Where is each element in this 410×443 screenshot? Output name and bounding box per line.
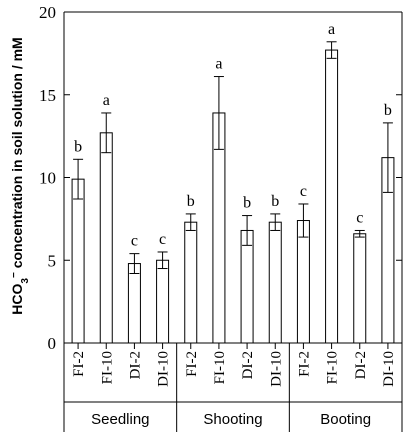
significance-letter: b bbox=[74, 138, 82, 155]
bar bbox=[296, 220, 310, 344]
x-tick-label: DI-2 bbox=[240, 351, 256, 379]
significance-letter: b bbox=[384, 102, 392, 119]
y-tick-label: 20 bbox=[39, 3, 56, 22]
x-tick-label: FI-2 bbox=[184, 351, 200, 377]
bar bbox=[353, 233, 367, 344]
bar bbox=[127, 263, 141, 344]
y-axis-label: HCO3− concentration in soil solution / m… bbox=[9, 37, 31, 314]
y-tick-label: 15 bbox=[39, 86, 56, 105]
bar bbox=[268, 221, 282, 344]
bar bbox=[156, 259, 170, 344]
y-tick-label: 10 bbox=[39, 169, 56, 188]
group-label: Booting bbox=[320, 411, 371, 428]
significance-letter: c bbox=[131, 233, 138, 250]
y-tick-label: 5 bbox=[48, 251, 57, 270]
group-label: Shooting bbox=[203, 411, 262, 428]
significance-letter: b bbox=[187, 193, 195, 210]
bar bbox=[184, 221, 198, 344]
significance-letter: b bbox=[243, 195, 251, 212]
x-tick-label: FI-2 bbox=[71, 351, 87, 377]
x-tick-label: DI-2 bbox=[353, 351, 369, 379]
bar bbox=[99, 132, 113, 344]
group-label: Seedling bbox=[91, 411, 149, 428]
significance-letter: c bbox=[300, 183, 307, 200]
significance-letter: c bbox=[159, 231, 166, 248]
x-tick-label: FI-10 bbox=[212, 351, 228, 384]
x-tick-label: DI-10 bbox=[156, 351, 172, 387]
y-tick-label: 0 bbox=[48, 334, 57, 353]
x-tick-label: DI-10 bbox=[381, 351, 397, 387]
significance-letter: a bbox=[103, 92, 110, 109]
x-tick-label: FI-10 bbox=[325, 351, 341, 384]
x-tick-label: FI-2 bbox=[296, 351, 312, 377]
x-tick-label: DI-10 bbox=[268, 351, 284, 387]
bar bbox=[325, 49, 339, 344]
significance-letter: c bbox=[356, 209, 363, 226]
bar bbox=[71, 178, 85, 344]
significance-letter: a bbox=[215, 56, 222, 73]
x-tick-label: FI-10 bbox=[99, 351, 115, 384]
x-tick-label: DI-2 bbox=[127, 351, 143, 379]
significance-letter: a bbox=[328, 21, 335, 38]
significance-letter: b bbox=[271, 193, 279, 210]
bar bbox=[240, 229, 254, 344]
